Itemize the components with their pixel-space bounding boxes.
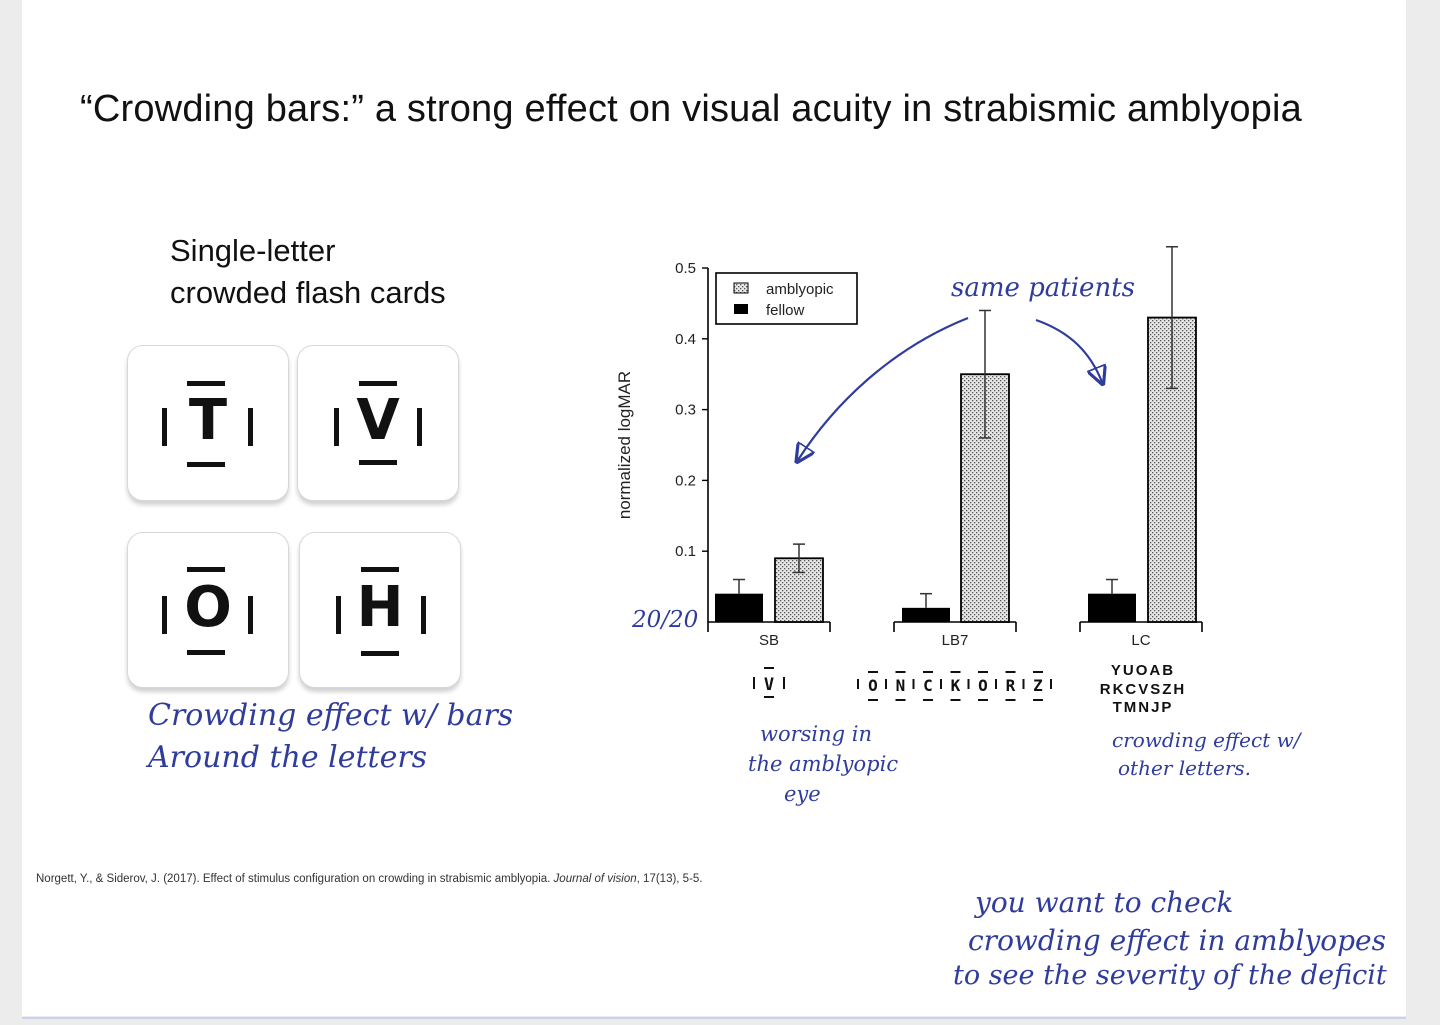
y-tick-label: 0.4 <box>675 331 696 348</box>
bar-bottom <box>187 462 225 467</box>
bar-right <box>248 596 253 634</box>
note-crowding-bars-1: Crowding effect w/ bars <box>148 698 514 733</box>
card-letter: V <box>356 388 400 453</box>
legend-box <box>715 272 858 325</box>
citation-main: Norgett, Y., & Siderov, J. (2017). Effec… <box>36 873 554 885</box>
flash-card-v: V <box>297 345 459 501</box>
flash-cards-caption: Single-letter crowded flash cards <box>170 230 446 314</box>
bar-top <box>361 567 399 572</box>
y-axis-label: normalized logMAR <box>615 371 634 519</box>
stimulus-letter: V <box>764 675 774 695</box>
arrow-to-sb <box>798 316 969 460</box>
flash-card-o: O <box>127 532 289 688</box>
note-same-patients: same patients <box>951 273 1135 303</box>
arrow-to-lc <box>1035 318 1102 382</box>
category-label: LB7 <box>942 632 969 649</box>
bottom-divider <box>22 1017 1406 1019</box>
card-letter: H <box>356 575 404 640</box>
bar-left <box>162 596 167 634</box>
stimulus-letter: C <box>923 676 933 695</box>
legend-swatch-amblyopic <box>733 282 749 294</box>
note-takeaway-2: crowding effect in amblyopes <box>968 924 1386 957</box>
y-tick-label: 0.3 <box>675 402 696 419</box>
bar-top <box>359 381 397 386</box>
y-tick-label: 0.2 <box>675 472 696 489</box>
legend-label-fellow: fellow <box>766 302 805 319</box>
stimulus-letter: O <box>868 676 878 695</box>
caption-line-2: crowded flash cards <box>170 275 446 310</box>
bar-right <box>421 596 426 634</box>
bar-right <box>417 408 422 446</box>
note-takeaway-1: you want to check <box>975 886 1234 919</box>
note-other-letters-2: other letters. <box>1118 756 1252 780</box>
card-letter: T <box>188 388 228 453</box>
bar-fellow <box>715 593 763 622</box>
note-worsening-1: worsing in <box>760 722 873 746</box>
bar-bottom <box>361 651 399 656</box>
bar-top <box>187 567 225 572</box>
bar-left <box>334 408 339 446</box>
stimulus-letter: Z <box>1033 676 1043 695</box>
category-label: SB <box>759 632 779 649</box>
legend-swatch-fellow <box>734 304 748 314</box>
bar-right <box>248 408 253 446</box>
note-20-20: 20/20 <box>632 607 699 633</box>
citation-journal: Journal of vision <box>553 873 637 885</box>
y-tick-label: 0.5 <box>675 260 696 277</box>
flash-card-h: H <box>299 532 461 688</box>
caption-line-1: Single-letter <box>170 233 336 268</box>
bar-left <box>336 596 341 634</box>
flash-card-t: T <box>127 345 289 501</box>
bar-fellow <box>902 607 950 622</box>
slide-title: “Crowding bars:” a strong effect on visu… <box>80 88 1302 130</box>
bar-bottom <box>359 460 397 465</box>
note-other-letters-1: crowding effect w/ <box>1112 728 1301 752</box>
stimulus-letter: K <box>951 676 961 695</box>
bar-left <box>162 408 167 446</box>
citation-tail: , 17(13), 5-5. <box>636 873 703 885</box>
category-label: LC <box>1131 632 1150 649</box>
citation: Norgett, Y., & Siderov, J. (2017). Effec… <box>36 873 703 885</box>
stimulus-row: TMNJP <box>1113 699 1174 716</box>
note-worsening-3: eye <box>784 782 821 806</box>
bar-bottom <box>187 650 225 655</box>
legend-label-amblyopic: amblyopic <box>766 281 834 298</box>
stimulus-row: RKCVSZH <box>1100 681 1187 698</box>
stimulus-letter: R <box>1006 676 1016 695</box>
bar-top <box>187 381 225 386</box>
stimulus-letter: O <box>978 676 988 695</box>
stimulus-letter: N <box>896 676 906 695</box>
bar-fellow <box>1088 593 1136 622</box>
card-letter: O <box>184 575 232 640</box>
stimulus-row: YUOAB <box>1111 662 1175 679</box>
note-worsening-2: the amblyopic <box>748 752 899 776</box>
y-tick-label: 0.1 <box>675 543 696 560</box>
note-crowding-bars-2: Around the letters <box>148 740 428 775</box>
note-takeaway-3: to see the severity of the deficit <box>953 960 1387 991</box>
